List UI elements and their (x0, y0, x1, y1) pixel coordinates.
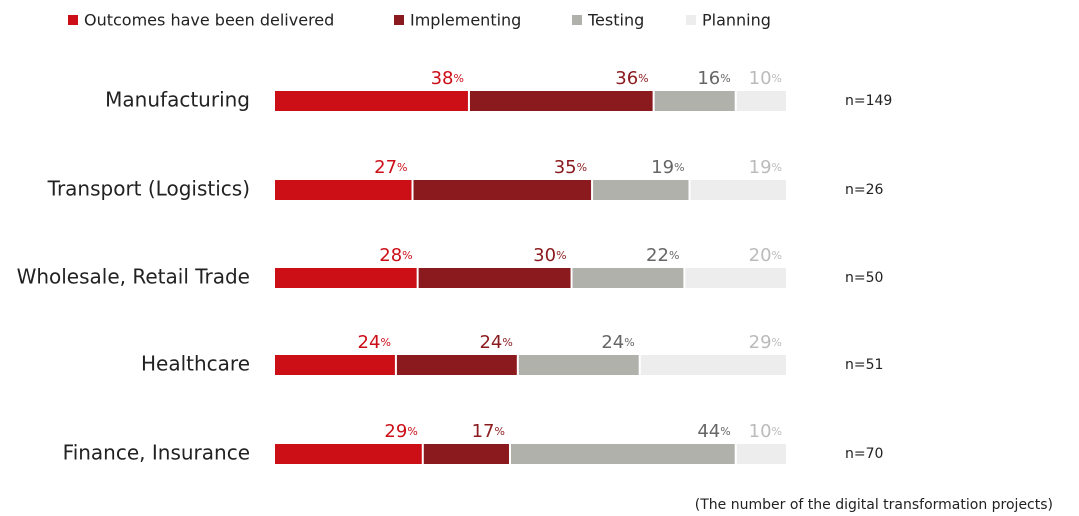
bar-segment (469, 91, 653, 111)
value-label: 35% (554, 157, 587, 178)
bar-segment (423, 444, 509, 464)
value-label: 22% (646, 245, 679, 266)
value-label: 24% (479, 332, 512, 353)
category-label: Healthcare (141, 352, 250, 376)
bar-segment (736, 91, 786, 111)
value-label: 20% (749, 245, 782, 266)
value-label: 10% (749, 68, 782, 89)
sample-size: n=70 (845, 446, 883, 462)
legend-label: Outcomes have been delivered (84, 11, 334, 30)
bar-segment (685, 268, 786, 288)
footnote: (The number of the digital transformatio… (695, 497, 1053, 513)
legend-swatch (572, 15, 582, 25)
bar-segment (654, 91, 735, 111)
bar-segment (413, 180, 592, 200)
value-label: 10% (749, 421, 782, 442)
value-label: 16% (697, 68, 730, 89)
bar-segment (518, 355, 639, 375)
bar-segment (593, 180, 689, 200)
bar-segment (396, 355, 517, 375)
value-label: 44% (697, 421, 730, 442)
legend-swatch (686, 15, 696, 25)
value-label: 24% (358, 332, 391, 353)
sample-size: n=26 (845, 182, 884, 198)
bar-segment (640, 355, 786, 375)
value-label: 27% (374, 157, 407, 178)
category-label: Manufacturing (105, 88, 250, 112)
legend-label: Implementing (410, 11, 521, 30)
bar-segment (572, 268, 684, 288)
legend-swatch (394, 15, 404, 25)
sample-size: n=51 (845, 357, 883, 373)
value-label: 38% (431, 68, 464, 89)
value-label: 24% (601, 332, 634, 353)
bar-segment (275, 91, 468, 111)
value-label: 30% (533, 245, 566, 266)
bar-segment (275, 355, 395, 375)
value-label: 28% (379, 245, 412, 266)
bar-segment (275, 444, 422, 464)
value-label: 36% (615, 68, 648, 89)
category-label: Wholesale, Retail Trade (17, 265, 250, 289)
bar-segment (510, 444, 735, 464)
sample-size: n=149 (845, 93, 892, 109)
sample-size: n=50 (845, 270, 883, 286)
bar-segment (690, 180, 786, 200)
legend-swatch (68, 15, 78, 25)
legend-label: Planning (702, 11, 771, 30)
value-label: 29% (749, 332, 782, 353)
bar-segment (418, 268, 571, 288)
category-label: Transport (Logistics) (47, 177, 250, 201)
value-label: 17% (472, 421, 505, 442)
bar-segment (275, 268, 417, 288)
value-label: 19% (651, 157, 684, 178)
value-label: 29% (384, 421, 417, 442)
bar-segment (275, 180, 412, 200)
bar-segment (736, 444, 786, 464)
category-label: Finance, Insurance (63, 441, 250, 465)
legend-label: Testing (587, 11, 644, 30)
value-label: 19% (749, 157, 782, 178)
